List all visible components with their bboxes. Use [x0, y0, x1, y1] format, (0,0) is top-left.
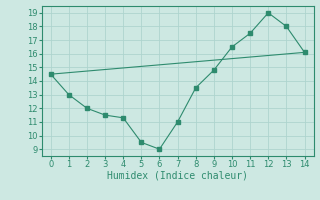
X-axis label: Humidex (Indice chaleur): Humidex (Indice chaleur) — [107, 171, 248, 181]
